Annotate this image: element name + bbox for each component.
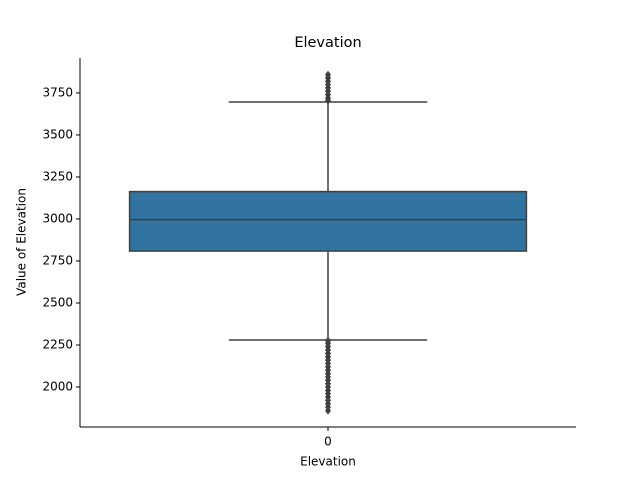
y-axis-label: Value of Elevation	[15, 188, 29, 296]
outlier	[325, 336, 331, 345]
chart-title: Elevation	[294, 35, 361, 51]
x-tick-label: 0	[324, 435, 332, 449]
y-tick-label: 2500	[42, 295, 73, 309]
y-tick-label: 3500	[42, 127, 73, 141]
y-tick-label: 3250	[42, 169, 73, 183]
x-axis-label: Elevation	[300, 455, 356, 469]
box	[128, 190, 528, 252]
y-tick-label: 2750	[42, 253, 73, 267]
y-tick-label: 2250	[42, 338, 73, 352]
outlier	[325, 70, 331, 79]
y-tick-label: 2000	[42, 380, 73, 394]
y-tick-label: 3750	[42, 85, 73, 99]
y-tick-label: 3000	[42, 211, 73, 225]
